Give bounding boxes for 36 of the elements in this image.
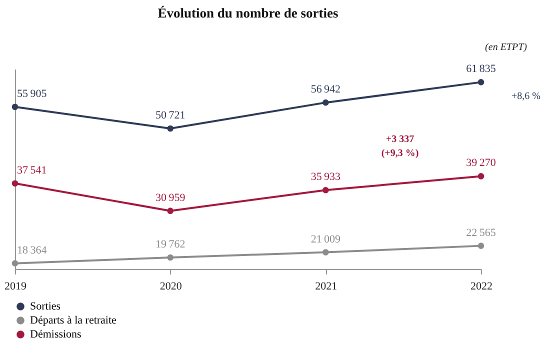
point bbox=[167, 254, 174, 261]
data-label: 35 933 bbox=[310, 171, 342, 184]
legend-label: Sorties bbox=[30, 300, 61, 312]
legend-label: Départs à la retraite bbox=[30, 314, 117, 326]
chart-title: Évolution du nombre de sorties bbox=[158, 6, 338, 20]
data-label: 30 959 bbox=[155, 192, 186, 204]
point bbox=[167, 125, 174, 132]
data-label: 55 905 bbox=[17, 88, 48, 100]
point bbox=[167, 208, 174, 214]
point bbox=[322, 99, 329, 106]
data-label: 50 721 bbox=[155, 109, 186, 122]
point bbox=[478, 79, 484, 86]
data-label: 18 364 bbox=[17, 244, 48, 256]
data-label: 39 270 bbox=[466, 157, 496, 170]
text: +8,6 % bbox=[512, 91, 540, 102]
point bbox=[322, 249, 329, 256]
point bbox=[322, 186, 329, 194]
data-label: 22 565 bbox=[466, 226, 496, 239]
data-label: 19 762 bbox=[155, 238, 186, 250]
data-label: 37 541 bbox=[17, 164, 47, 176]
point bbox=[12, 260, 18, 266]
legend-label: Démissions bbox=[30, 328, 82, 340]
point bbox=[478, 173, 484, 180]
x-tick-label: 2021 bbox=[315, 280, 338, 292]
annotation: +3 337 bbox=[386, 134, 414, 145]
point bbox=[12, 180, 18, 187]
x-tick-label: 2019 bbox=[4, 280, 27, 292]
point bbox=[12, 104, 18, 110]
data-label: 61 835 bbox=[466, 63, 496, 76]
text: (en ETPT) bbox=[485, 42, 528, 53]
data-label: 21 009 bbox=[310, 233, 342, 246]
data-label: 56 942 bbox=[310, 84, 341, 96]
annotation: (+9,3 %) bbox=[381, 148, 419, 159]
point bbox=[478, 242, 484, 249]
x-tick-label: 2020 bbox=[160, 280, 182, 292]
x-tick-label: 2022 bbox=[470, 280, 492, 292]
